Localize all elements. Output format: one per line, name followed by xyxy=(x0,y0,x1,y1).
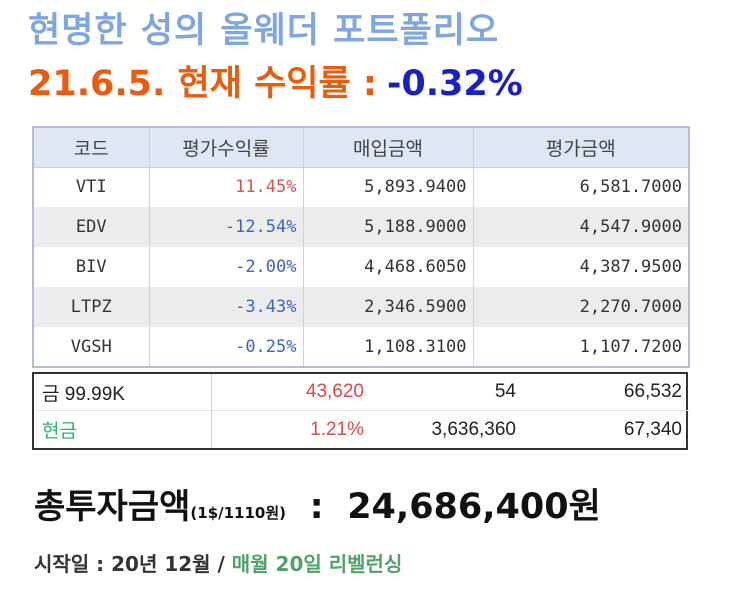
cash-buy: 3,636,360 xyxy=(431,418,516,440)
cell-value: 1,107.7200 xyxy=(473,327,690,367)
cell-buy: 4,468.6050 xyxy=(303,247,474,287)
table-row: VTI 11.45% 5,893.9400 6,581.7000 xyxy=(33,167,690,207)
return-value: -0.32% xyxy=(386,64,523,104)
cell-value: 4,547.9000 xyxy=(473,207,690,247)
cell-code: LTPZ xyxy=(33,287,150,327)
total-amount: 24,686,400원 xyxy=(347,487,601,527)
footer-note: 시작일 : 20년 12월 / 매월 20일 리벨런싱 xyxy=(34,548,402,577)
cell-buy: 1,108.3100 xyxy=(303,327,474,367)
cell-return: -12.54% xyxy=(149,207,304,247)
cell-return: -0.25% xyxy=(149,327,304,367)
gold-profit: 43,620 xyxy=(212,374,372,411)
total-investment: 총투자금액(1$/1110원) : 24,686,400원 xyxy=(34,478,601,529)
total-label: 총투자금액 xyxy=(34,487,191,527)
cash-rate: 1.21% xyxy=(310,418,364,440)
table-header-row: 코드 평가수익률 매입금액 평가금액 xyxy=(33,127,690,168)
table-row: LTPZ -3.43% 2,346.5900 2,270.7000 xyxy=(33,287,690,327)
table-row: VGSH -0.25% 1,108.3100 1,107.7200 xyxy=(33,327,690,367)
start-date: 시작일 : 20년 12월 / xyxy=(34,552,225,576)
cell-return: 11.45% xyxy=(149,167,304,207)
cell-buy: 5,893.9400 xyxy=(303,167,474,207)
return-summary: 21.6.5. 현재 수익률 : -0.32% xyxy=(28,55,523,106)
cell-value: 4,387.9500 xyxy=(473,247,690,287)
page-title: 현명한 성의 올웨더 포트폴리오 xyxy=(28,11,500,51)
exchange-rate-note: (1$/1110원) xyxy=(190,504,287,522)
gold-quantity: 54 xyxy=(372,374,524,411)
rebalance-note: 매월 20일 리벨런싱 xyxy=(231,552,403,576)
cell-code: BIV xyxy=(33,247,150,287)
cell-value: 2,270.7000 xyxy=(473,287,690,327)
cell-return: -2.00% xyxy=(149,247,304,287)
cell-buy: 5,188.9000 xyxy=(303,207,474,247)
table-row: EDV -12.54% 5,188.9000 4,547.9000 xyxy=(33,207,690,247)
cash-value: 67,340 xyxy=(623,418,682,440)
table-row: BIV -2.00% 4,468.6050 4,387.9500 xyxy=(33,247,690,287)
cell-code: VTI xyxy=(33,167,150,207)
header-code: 코드 xyxy=(33,127,150,168)
cash-name: 현금 xyxy=(34,411,212,448)
total-colon: : xyxy=(309,487,324,527)
summary-box: 금 99.99K 43,620 54 66,532 현금 1.21% 3,636… xyxy=(32,372,690,450)
cell-code: EDV xyxy=(33,207,150,247)
header-value-amount: 평가금액 xyxy=(473,127,690,168)
cell-code: VGSH xyxy=(33,327,150,367)
return-label: 21.6.5. 현재 수익률 : xyxy=(28,64,377,104)
gold-value: 66,532 xyxy=(524,374,690,411)
cell-return: -3.43% xyxy=(149,287,304,327)
header-buy-amount: 매입금액 xyxy=(303,127,474,168)
gold-name: 금 99.99K xyxy=(34,374,212,411)
holdings-table: 코드 평가수익률 매입금액 평가금액 VTI 11.45% 5,893.9400… xyxy=(32,126,690,368)
cell-buy: 2,346.5900 xyxy=(303,287,474,327)
header-return: 평가수익률 xyxy=(149,127,304,168)
cell-value: 6,581.7000 xyxy=(473,167,690,207)
